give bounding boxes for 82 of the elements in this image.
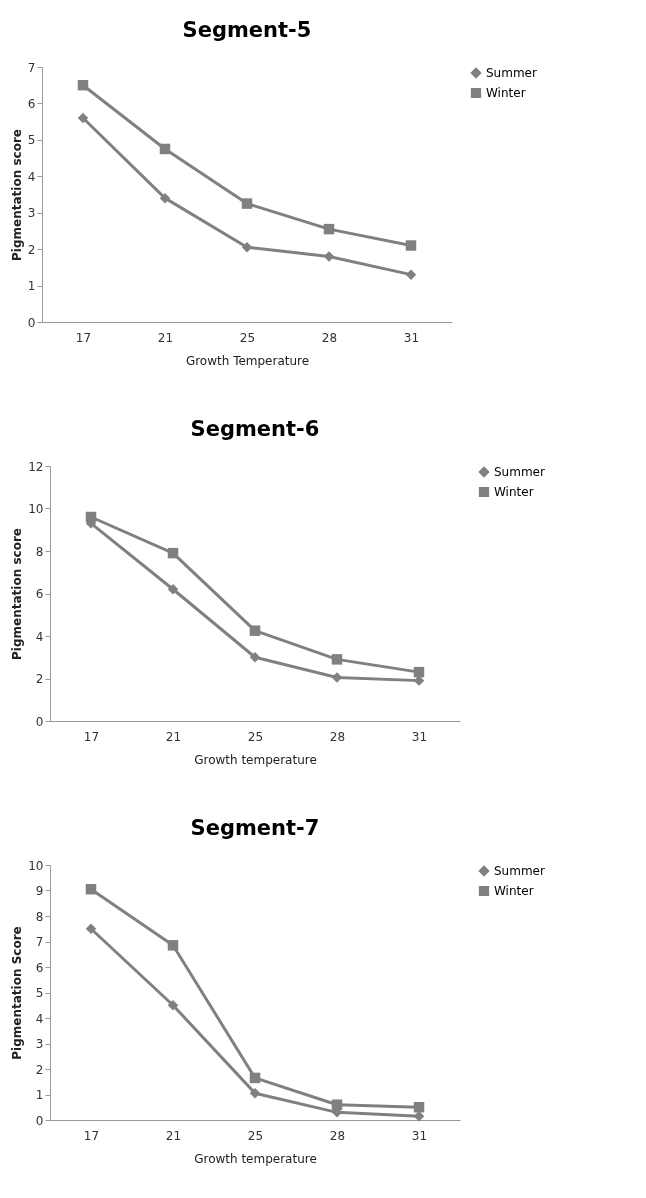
point (167, 940, 179, 951)
point (85, 883, 97, 895)
chart-title: Segment-6 (190, 417, 320, 441)
point (249, 1087, 261, 1099)
point (405, 269, 417, 280)
y-tick-label: 1 (35, 1088, 44, 1102)
point (331, 672, 343, 683)
y-tick-label: 12 (28, 459, 44, 474)
x-tick-label: 21 (165, 1128, 182, 1143)
y-tick-label: 6 (35, 587, 44, 601)
y-tick-label: 4 (35, 1011, 44, 1026)
point (167, 547, 179, 559)
y-tick-label: 4 (27, 169, 36, 184)
x-tick-label: 28 (329, 729, 346, 744)
point (241, 242, 253, 253)
point (241, 198, 253, 209)
y-tick-label: 6 (35, 960, 44, 975)
x-tick-label: 31 (411, 1128, 428, 1143)
y-tick-label: 0 (35, 1113, 44, 1128)
legend-label: Summer (494, 864, 545, 878)
y-tick-label: 10 (28, 858, 44, 873)
y-tick-label: 3 (35, 1037, 44, 1051)
x-tick-label: 21 (157, 330, 174, 345)
point (249, 625, 261, 636)
y-tick-label: 0 (35, 714, 44, 729)
y-tick-label: 2 (27, 242, 36, 257)
point (85, 511, 97, 523)
legend-label: Summer (494, 465, 545, 479)
y-axis-title: Pigmentation score (9, 129, 24, 261)
y-tick-label: 9 (35, 884, 44, 898)
point (159, 192, 171, 204)
y-tick-label: 0 (27, 315, 36, 330)
legend-label: Winter (494, 884, 534, 898)
x-tick-label: 25 (239, 330, 256, 345)
chart-title: Segment-5 (182, 18, 312, 42)
y-tick-label: 5 (27, 133, 36, 148)
x-tick-label: 21 (165, 729, 182, 744)
x-tick-label: 17 (83, 729, 100, 744)
point (167, 1000, 179, 1011)
y-tick-label: 1 (27, 279, 36, 294)
point (167, 584, 179, 595)
x-axis-title: Growth temperature (194, 752, 317, 767)
point (413, 666, 425, 678)
legend-label: Winter (486, 86, 526, 100)
y-axis-title: Pigmentation score (10, 528, 25, 660)
x-tick-label: 28 (321, 330, 338, 345)
x-tick-label: 28 (329, 1128, 346, 1143)
x-tick-label: 31 (403, 330, 420, 345)
y-tick-label: 10 (28, 502, 44, 516)
point (85, 923, 97, 934)
x-tick-label: 31 (411, 729, 428, 744)
point (405, 240, 417, 251)
y-tick-label: 2 (35, 672, 44, 686)
y-tick-label: 5 (35, 986, 44, 1000)
point (331, 654, 343, 665)
y-tick-label: 7 (35, 935, 44, 949)
point (249, 652, 261, 663)
y-tick-label: 7 (27, 60, 36, 75)
y-tick-label: 2 (35, 1062, 44, 1077)
point (77, 79, 89, 91)
y-tick-label: 4 (35, 629, 44, 644)
point (323, 223, 335, 235)
legend-label: Summer (486, 66, 537, 80)
point (159, 143, 171, 155)
y-tick-label: 6 (27, 96, 36, 111)
point (331, 1099, 343, 1110)
y-axis-title: Pigmentation Score (10, 926, 25, 1060)
point (77, 112, 89, 124)
point (249, 1072, 261, 1084)
y-tick-label: 8 (35, 909, 44, 924)
y-tick-label: 3 (27, 206, 36, 221)
x-tick-label: 25 (247, 729, 264, 744)
y-tick-label: 8 (35, 544, 44, 559)
x-axis-title: Growth temperature (194, 1151, 317, 1166)
chart-title: Segment-7 (190, 816, 320, 840)
x-tick-label: 17 (83, 1128, 100, 1143)
x-tick-label: 25 (247, 1128, 264, 1143)
x-axis-title: Growth Temperature (185, 353, 310, 368)
point (413, 1102, 425, 1113)
point (323, 251, 335, 262)
legend-label: Winter (494, 485, 534, 499)
x-tick-label: 17 (75, 330, 92, 345)
